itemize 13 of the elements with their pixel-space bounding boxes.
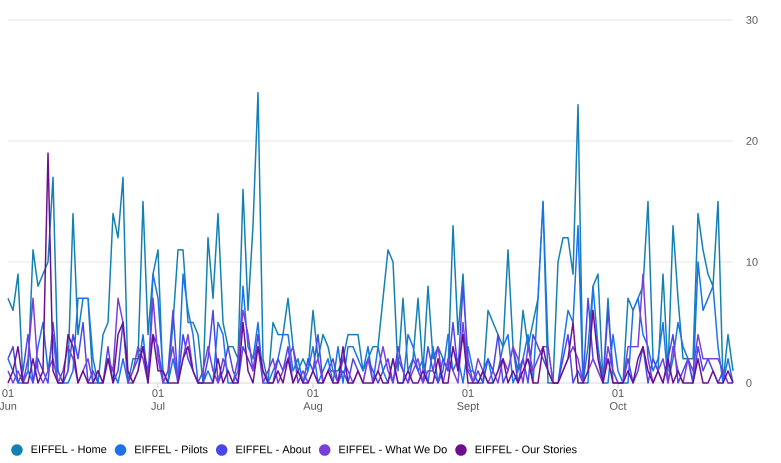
y-tick-label: 30 <box>746 16 758 24</box>
legend-label: EIFFEL - About <box>236 445 311 454</box>
x-tick-label: 01 Jul <box>151 389 164 410</box>
x-tick-label: 01 Aug <box>303 389 322 412</box>
legend-label: EIFFEL - Pilots <box>135 445 208 454</box>
x-tick-label: 01 Sept <box>457 389 480 412</box>
x-tick-label: 01 Oct <box>610 389 626 410</box>
legend-label: EIFFEL - Our Stories <box>476 445 577 454</box>
y-tick-label: 0 <box>746 379 752 387</box>
y-tick-label: 10 <box>746 258 758 266</box>
legend-label: EIFFEL - What We Do <box>339 445 447 454</box>
legend-label: EIFFEL - Home <box>32 445 106 454</box>
y-tick-label: 20 <box>746 137 758 145</box>
